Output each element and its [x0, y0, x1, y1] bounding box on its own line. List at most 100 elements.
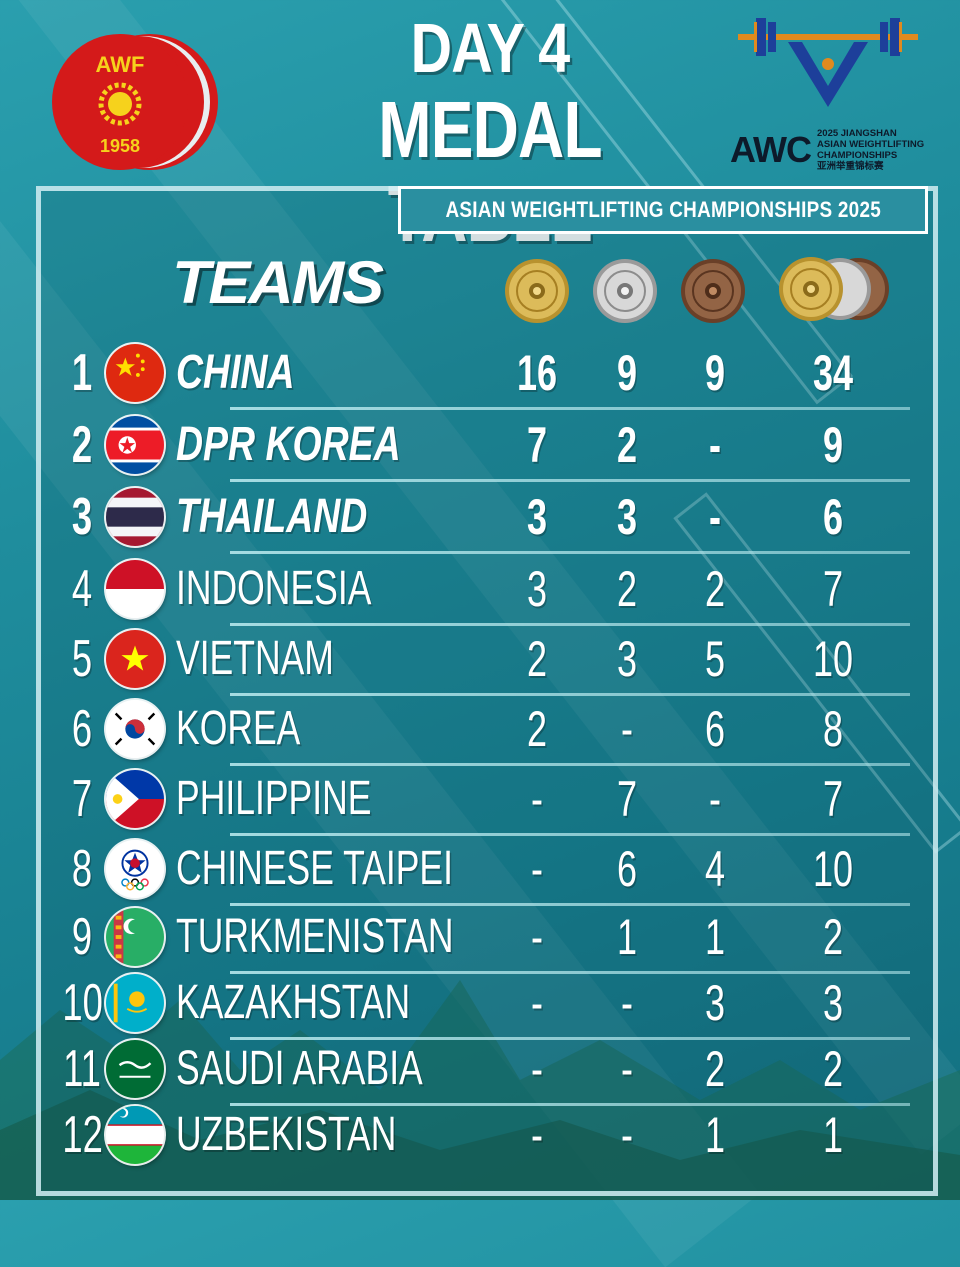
rank-number: 9: [71, 908, 93, 966]
team-name: PHILIPPINE: [176, 772, 372, 825]
row-divider: [230, 763, 910, 766]
table-row: 8 CHINESE TAIPEI - 6 4 10: [50, 836, 910, 906]
gold-count: -: [531, 909, 543, 965]
row-divider: [230, 551, 910, 554]
awc-abbr: AWC: [730, 129, 812, 170]
gold-count: -: [531, 771, 543, 827]
bronze-count: 2: [704, 1041, 726, 1097]
rank-number: 7: [71, 770, 93, 828]
row-divider: [230, 903, 910, 906]
table-row: 2 DPR KOREA 7 2 - 9: [50, 412, 910, 482]
total-count: 2: [822, 909, 844, 965]
gold-count: -: [531, 975, 543, 1031]
gold-count: 2: [526, 631, 548, 687]
awf-year: 1958: [100, 136, 140, 156]
silver-plate-icon: [592, 258, 658, 324]
team-name: CHINA: [176, 346, 295, 399]
total-count: 3: [822, 975, 844, 1031]
total-count: 2: [822, 1041, 844, 1097]
silver-count: 2: [616, 417, 638, 473]
table-row: 12 UZBEKISTAN - - 1 1: [50, 1102, 910, 1168]
total-count: 10: [812, 631, 854, 687]
bronze-count: -: [709, 771, 721, 827]
rank-number: 6: [71, 700, 93, 758]
table-row: 5 VIETNAM 2 3 5 10: [50, 626, 910, 696]
silver-count: -: [621, 1041, 633, 1097]
row-divider: [230, 833, 910, 836]
rank-number: 4: [71, 560, 93, 618]
bronze-count: 2: [704, 561, 726, 617]
gold-count: 16: [516, 345, 558, 401]
total-count: 8: [822, 701, 844, 757]
awc-wordmark: AWC 2025 JIANGSHAN ASIAN WEIGHTLIFTING C…: [730, 128, 924, 172]
bronze-count: 9: [704, 345, 726, 401]
rank-number: 12: [62, 1106, 103, 1164]
total-count: 7: [822, 771, 844, 827]
total-count: 7: [822, 561, 844, 617]
dpr-korea-flag-icon: [106, 416, 164, 474]
uzbekistan-flag-icon: [106, 1106, 164, 1164]
mountain-silhouette: [0, 980, 960, 1200]
awc-line-2: ASIAN WEIGHTLIFTING: [817, 139, 925, 150]
vietnam-flag-icon: [106, 630, 164, 688]
row-divider: [230, 1103, 910, 1106]
philippines-flag-icon: [106, 770, 164, 828]
gold-count: -: [531, 1107, 543, 1163]
rank-number: 11: [63, 1040, 101, 1098]
silver-count: -: [621, 1107, 633, 1163]
thailand-flag-icon: [106, 488, 164, 546]
row-divider: [230, 407, 910, 410]
team-name: UZBEKISTAN: [176, 1108, 397, 1161]
silver-count: 1: [616, 909, 638, 965]
table-row: 3 THAILAND 3 3 - 6: [50, 484, 910, 554]
team-name: CHINESE TAIPEI: [176, 842, 454, 895]
indonesia-flag-icon: [106, 560, 164, 618]
event-subtitle-text: ASIAN WEIGHTLIFTING CHAMPIONSHIPS 2025: [445, 197, 881, 222]
title-line-1: DAY 4: [410, 9, 570, 87]
saudi-arabia-flag-icon: [106, 1040, 164, 1098]
bronze-count: 4: [704, 841, 726, 897]
bronze-count: 1: [704, 909, 726, 965]
silver-count: 9: [616, 345, 638, 401]
team-name: KAZAKHSTAN: [176, 976, 411, 1029]
total-count: 10: [812, 841, 854, 897]
silver-count: -: [621, 975, 633, 1031]
table-row: 10 KAZAKHSTAN - - 3 3: [50, 970, 910, 1040]
team-name: INDONESIA: [176, 562, 372, 615]
awc-line-3: CHAMPIONSHIPS: [817, 150, 898, 161]
table-row: 9 TURKMENISTAN - 1 1 2: [50, 904, 910, 974]
team-name: KOREA: [176, 702, 301, 755]
stacked-plates-icon: [778, 256, 894, 322]
turkmenistan-flag-icon: [106, 908, 164, 966]
gold-plate-icon: [504, 258, 570, 324]
rank-number: 8: [71, 840, 93, 898]
bronze-count: 3: [704, 975, 726, 1031]
china-flag-icon: [106, 344, 164, 402]
gold-count: -: [531, 841, 543, 897]
awc-line-1: 2025 JIANGSHAN: [817, 128, 897, 139]
awf-logo: AWF 1958: [50, 32, 220, 172]
rank-number: 1: [71, 344, 93, 402]
row-divider: [230, 1037, 910, 1040]
row-divider: [230, 971, 910, 974]
table-row: 1 CHINA 16 9 9 34: [50, 340, 910, 410]
total-count: 9: [822, 417, 844, 473]
rank-number: 3: [71, 488, 93, 546]
gold-count: 3: [526, 561, 548, 617]
total-count: 1: [822, 1107, 844, 1163]
kazakhstan-flag-icon: [106, 974, 164, 1032]
rank-number: 2: [71, 416, 93, 474]
table-row: 11 SAUDI ARABIA - - 2 2: [50, 1036, 910, 1106]
team-name: TURKMENISTAN: [176, 910, 454, 963]
team-name: DPR KOREA: [176, 418, 401, 471]
gold-count: 3: [526, 489, 548, 545]
team-name: VIETNAM: [176, 632, 334, 685]
silver-count: 3: [616, 631, 638, 687]
gold-count: 2: [526, 701, 548, 757]
bronze-count: 5: [704, 631, 726, 687]
gold-count: -: [531, 1041, 543, 1097]
event-subtitle: ASIAN WEIGHTLIFTING CHAMPIONSHIPS 2025: [398, 186, 928, 234]
team-name: SAUDI ARABIA: [176, 1042, 423, 1095]
total-count: 34: [812, 345, 854, 401]
row-divider: [230, 479, 910, 482]
